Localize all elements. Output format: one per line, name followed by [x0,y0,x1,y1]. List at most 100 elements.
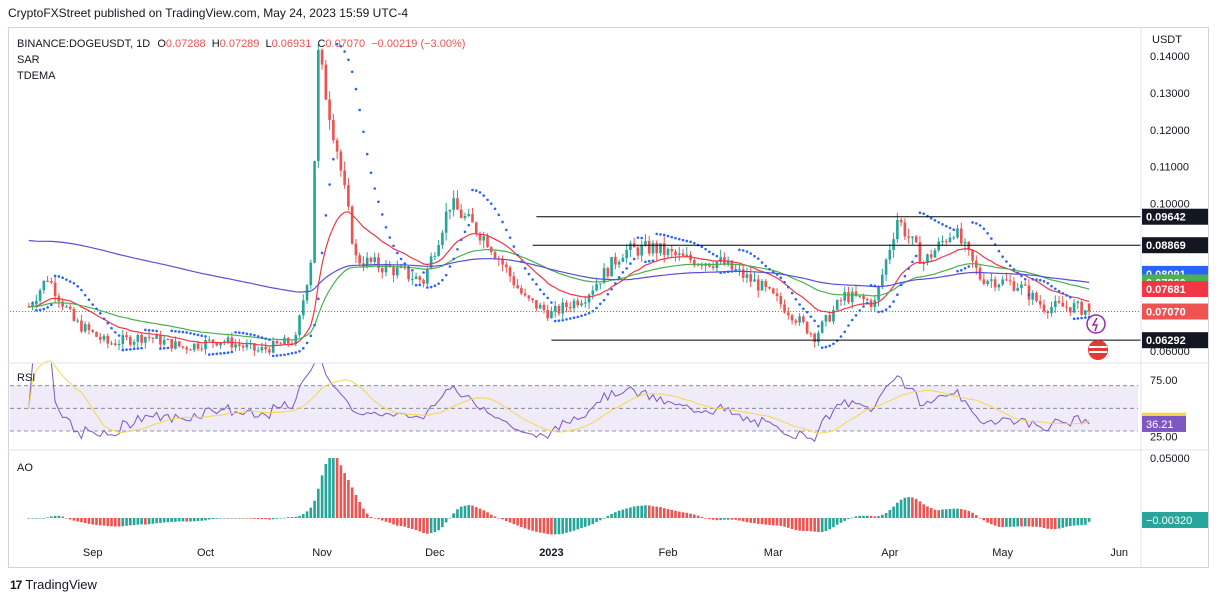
sar-dot [162,346,166,350]
price-badge [1142,303,1208,320]
y-tick-label: 0.11000 [1150,162,1189,174]
sar-dot [369,171,373,175]
ao-bar [335,458,339,518]
ao-bar [636,505,640,518]
sar-dot [264,337,267,340]
sar-dot [805,310,809,314]
sar-dot [200,334,204,337]
x-tick-label: 2023 [539,547,563,559]
candle-body [347,185,350,207]
ao-bar [76,518,79,522]
candle-body [392,267,395,276]
sar-dot [516,253,519,257]
ao-bar [87,518,91,524]
candle-body [343,170,346,186]
candle-body [501,259,504,265]
ao-bar [377,518,380,520]
candle-body [399,267,403,269]
candle-body [27,306,31,308]
legend-indicator-sar[interactable]: SAR [17,54,40,66]
ao-bar [824,518,828,531]
ao-bar [738,518,741,521]
ao-bar [380,518,384,521]
ao-bar [204,518,207,521]
ao-bar [121,518,125,527]
ao-bar [644,505,647,518]
candle-body [719,257,722,262]
candle-body [380,267,384,273]
candle-body [986,280,989,284]
ao-bar [478,508,482,518]
ao-bar [798,518,801,531]
candle-body [1020,284,1023,289]
candle-body [1035,292,1038,301]
candle-body [121,335,125,345]
candle-body [662,243,666,255]
candle-body [779,296,783,305]
rsi-pane-label[interactable]: RSI [17,372,36,384]
ao-bar [948,508,952,518]
sar-dot [741,249,745,252]
candle-body [877,286,880,301]
ao-pane-label[interactable]: AO [17,462,33,474]
candle-body [35,300,38,305]
sar-dot [347,58,350,62]
candle-body [805,321,809,334]
sar-dot [723,270,726,274]
candle-body [354,243,358,256]
candle-body [1080,301,1083,315]
candle-body [651,242,655,254]
ao-bar [83,518,87,524]
ao-bar [192,518,196,522]
sar-dot [888,305,892,308]
sar-dot [617,275,621,279]
sar-dot [614,282,617,285]
ao-bar [159,518,162,523]
legend-indicator-tdema[interactable]: TDEMA [17,70,56,82]
candle-body [952,237,956,239]
sar-dot [170,329,173,333]
candle-body [911,236,914,238]
ao-bar [98,518,102,526]
ao-bar [929,508,933,518]
ao-bar [881,514,884,518]
sar-dot [395,251,399,255]
candle-body [226,337,230,342]
candle-body [268,349,271,353]
candle-body [365,257,369,267]
candle-body [933,250,937,258]
candle-body [813,333,816,343]
candle-body [478,233,482,241]
candle-body [1050,307,1053,314]
ao-bar [407,518,410,529]
candle-body [309,262,313,286]
sar-dot [802,307,805,311]
candle-body [918,242,922,264]
sar-dot [644,260,647,264]
ao-bar [72,518,76,521]
sar-dot [459,238,463,242]
sar-dot [952,228,956,232]
ao-bar [328,458,331,518]
sar-dot [576,315,580,319]
candle-body [700,264,704,266]
candle-body [80,320,83,332]
sar-dot [959,268,963,272]
sar-dot [411,268,414,272]
ao-bar [674,510,677,518]
ao-pane [27,458,1091,535]
sar-dot [343,50,346,53]
ao-bar [373,518,377,519]
ao-bar [677,511,681,518]
ao-bar [343,473,346,518]
candle-body [941,241,944,243]
ao-bar [741,518,745,522]
candle-body [971,250,974,261]
sar-dot [531,278,534,281]
sar-dot [50,303,53,307]
y-tick-label: 0.14000 [1150,51,1190,63]
footer-brand[interactable]: 17 TradingView [10,577,97,592]
sar-dot [271,354,275,358]
ao-bar [783,518,786,527]
